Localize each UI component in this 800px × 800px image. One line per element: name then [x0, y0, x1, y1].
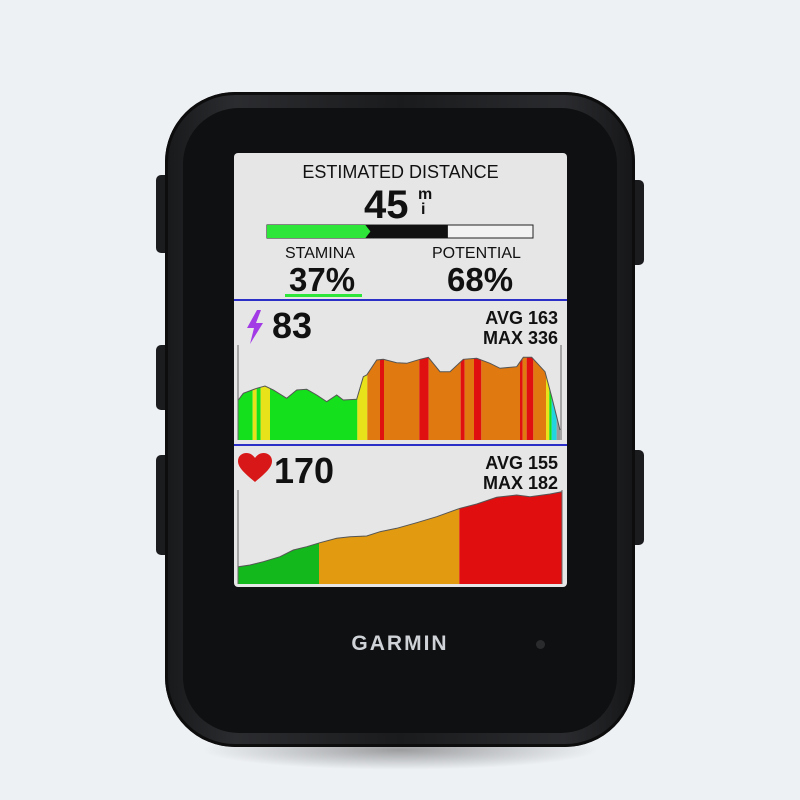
power-max: MAX 336: [482, 328, 558, 348]
power-value: 83: [272, 305, 313, 346]
power-chart: [237, 345, 562, 440]
heart-icon: [238, 453, 272, 488]
distance-unit-top: m: [418, 186, 433, 203]
profile-line: [237, 356, 561, 431]
zone-band: [549, 357, 552, 440]
zone-band: [367, 357, 380, 440]
zone-band: [252, 357, 257, 440]
profile-line: [238, 491, 562, 568]
zone-band: [551, 357, 557, 440]
stamina-underline: [285, 294, 362, 297]
zone-band: [522, 357, 527, 440]
estimated-distance-label: ESTIMATED DISTANCE: [302, 162, 499, 182]
lightning-bolt-icon: [245, 310, 265, 349]
heart-rate-avg: AVG 155: [485, 453, 558, 473]
heart-rate-value: 170: [274, 450, 335, 491]
zone-band: [526, 357, 534, 440]
stamina-label: STAMINA: [285, 245, 355, 262]
screen-graphics: [237, 224, 563, 584]
zone-band: [520, 357, 523, 440]
zone-band: [533, 357, 546, 440]
zone-band: [546, 357, 550, 440]
zone-band: [474, 357, 482, 440]
zone-band: [481, 357, 520, 440]
bar-stamina: [267, 225, 371, 238]
heart-rate-chart: [237, 490, 563, 584]
heart-rate-max: MAX 182: [482, 473, 558, 493]
zone-band: [260, 357, 270, 440]
garmin-logo: GARMIN: [351, 632, 449, 655]
zone-band: [380, 357, 384, 440]
zone-band: [464, 357, 474, 440]
estimated-distance-value: 45: [364, 183, 409, 227]
stamina-value: 37%: [289, 261, 356, 298]
zone-band: [459, 491, 562, 584]
device-screen: ESTIMATED DISTANCE 45 m i STAMINA 37% PO…: [234, 153, 567, 587]
section-divider: [234, 299, 567, 301]
zone-band: [419, 357, 429, 440]
distance-progress-bar: [266, 224, 534, 239]
potential-label: POTENTIAL: [432, 245, 521, 262]
zone-band: [238, 491, 319, 584]
ambient-light-sensor: [536, 640, 545, 649]
zone-band: [460, 357, 465, 440]
zone-band: [270, 357, 358, 440]
section-divider: [234, 444, 567, 446]
distance-unit-bottom: i: [421, 201, 426, 218]
zone-band: [428, 357, 461, 440]
power-avg: AVG 163: [485, 308, 558, 328]
potential-value: 68%: [447, 261, 514, 298]
zone-band: [319, 491, 460, 584]
zone-band: [357, 357, 368, 440]
zone-band: [384, 357, 420, 440]
zone-band: [256, 357, 261, 440]
